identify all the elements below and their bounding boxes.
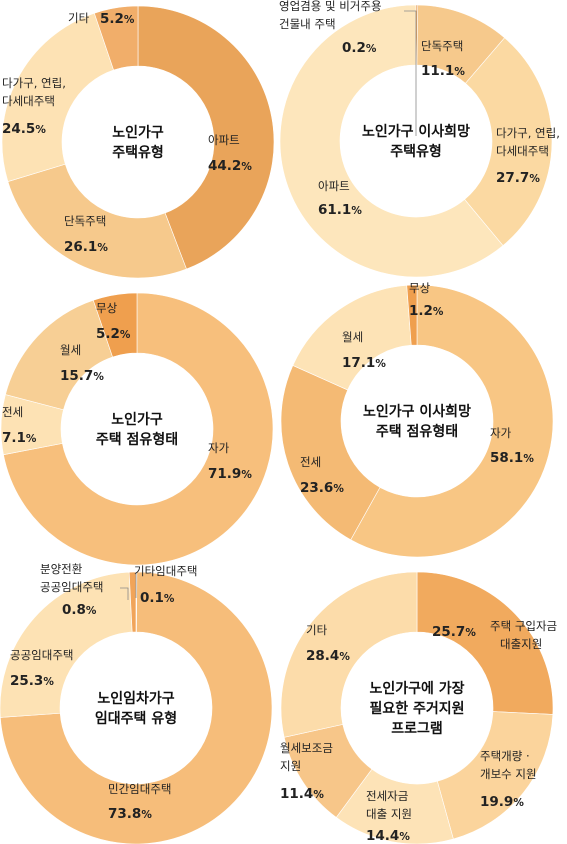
- slice-label: 전세: [300, 455, 321, 469]
- slice-value: 1.2%: [409, 303, 444, 319]
- slice-label: 아파트: [318, 179, 350, 193]
- slice-label: 다가구, 연립,: [496, 126, 560, 140]
- slice-label: 주택개량 ·: [480, 749, 530, 763]
- slice-label: 월세보조금: [280, 741, 333, 755]
- slice-value: 5.2%: [96, 326, 131, 342]
- slice-label: 무상: [409, 281, 431, 295]
- slice-3-4: [92, 292, 138, 358]
- chart-3-title-line: 노인가구: [111, 411, 163, 428]
- slice-label: 자가: [208, 441, 230, 455]
- slice-value: 23.6%: [300, 480, 344, 496]
- slice-value: 44.2%: [208, 158, 252, 174]
- slice-value: 25.3%: [10, 673, 54, 689]
- slice-1-1: [137, 5, 275, 270]
- slice-label: 분양전환: [40, 562, 83, 576]
- slice-value: 11.1%: [421, 63, 465, 79]
- slice-4-1: [350, 284, 554, 558]
- slice-label: 개보수 지원: [480, 767, 537, 781]
- leader-line: [404, 10, 417, 136]
- slice-1-4: [93, 5, 139, 71]
- slice-value: 71.9%: [208, 466, 252, 482]
- slice-label: 단독주택: [421, 39, 463, 53]
- slice-label: 무상: [96, 301, 118, 315]
- slice-label: 기타임대주택: [134, 564, 197, 578]
- slice-2-3: [464, 37, 553, 246]
- slice-value: 14.4%: [366, 828, 410, 844]
- slice-label: 주택 구입자금: [490, 619, 557, 633]
- leader-line: [120, 587, 129, 600]
- slice-value: 73.8%: [108, 806, 152, 822]
- slice-1-3: [1, 12, 114, 182]
- slice-value: 0.2%: [342, 40, 377, 56]
- slice-5-2: [0, 571, 273, 844]
- slice-label: 공공임대주택: [40, 580, 103, 594]
- slice-4-2: [280, 365, 381, 541]
- slice-label: 대출 지원: [366, 807, 412, 821]
- slice-3-1: [3, 292, 274, 566]
- slice-value: 0.8%: [62, 602, 97, 618]
- chart-1-title-line: 노인가구: [112, 124, 164, 141]
- slice-label: 월세: [342, 330, 363, 344]
- slice-label: 공공임대주택: [10, 648, 73, 662]
- slice-label: 기타: [306, 623, 328, 637]
- slice-value: 25.7%: [432, 624, 476, 640]
- slice-5-4: [128, 571, 137, 633]
- slice-value: 15.7%: [60, 368, 104, 384]
- slice-value: 19.9%: [480, 794, 524, 810]
- chart-3-title-line: 주택 점유형태: [96, 431, 178, 448]
- slice-label: 월세: [60, 343, 81, 357]
- slice-label: 전세: [2, 405, 23, 419]
- chart-2-title-line: 주택유형: [390, 143, 442, 160]
- slice-label: 다가구, 연립,: [2, 76, 66, 90]
- slice-1-2: [7, 163, 187, 279]
- slice-value: 0.1%: [140, 590, 175, 606]
- slice-value: 58.1%: [490, 450, 534, 466]
- slice-value: 26.1%: [64, 239, 108, 255]
- slice-label: 전세자금: [366, 789, 408, 803]
- chart-5-title-line: 임대주택 유형: [95, 710, 177, 727]
- chart-1-title-line: 주택유형: [112, 144, 164, 161]
- slice-value: 7.1%: [2, 430, 37, 446]
- slice-label: 단독주택: [64, 214, 106, 228]
- slice-label: 자가: [490, 426, 512, 440]
- slice-value: 61.1%: [318, 202, 362, 218]
- chart-6-title-line: 노인가구에 가장: [369, 680, 464, 697]
- chart-4-title-line: 주택 점유형태: [376, 423, 458, 440]
- chart-4-title-line: 노인가구 이사희망: [363, 403, 471, 420]
- slice-6-5: [280, 571, 418, 738]
- slice-5-3: [0, 571, 133, 718]
- slice-label: 영업겸용 및 비거주용: [279, 0, 382, 13]
- slice-4-4: [406, 284, 418, 346]
- slice-label: 건물내 주택: [279, 17, 336, 31]
- slice-label: 다세대주택: [2, 94, 55, 108]
- slice-value: 24.5%: [2, 121, 46, 137]
- slice-label: 다세대주택: [496, 144, 549, 158]
- slice-label: 대출지원: [500, 637, 542, 651]
- slice-3-3: [5, 299, 113, 411]
- slice-label: 기타: [68, 11, 90, 25]
- slice-6-1: [416, 571, 554, 715]
- slice-value: 28.4%: [306, 648, 350, 664]
- slice-label: 지원: [280, 759, 301, 773]
- slice-value: 11.4%: [280, 786, 324, 802]
- slice-label: 아파트: [208, 133, 240, 147]
- chart-5-title-line: 노인임차가구: [97, 690, 174, 707]
- chart-6-title-line: 프로그램: [391, 720, 443, 737]
- chart-6-title-line: 필요한 주거지원: [369, 700, 464, 717]
- slice-2-4: [279, 4, 504, 278]
- slice-label: 민간임대주택: [108, 782, 171, 796]
- slice-value: 17.1%: [342, 355, 386, 371]
- slice-value: 5.2%: [100, 11, 135, 27]
- slice-value: 27.7%: [496, 170, 540, 186]
